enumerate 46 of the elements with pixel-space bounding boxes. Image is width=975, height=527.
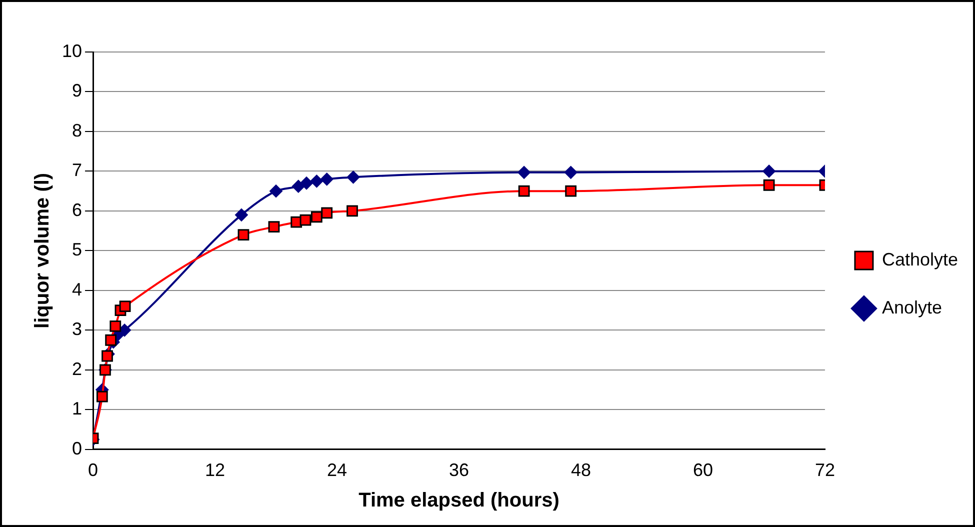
point bbox=[762, 164, 776, 178]
point bbox=[346, 205, 358, 217]
y-tick-label: 6 bbox=[72, 200, 82, 220]
x-tick-label: 60 bbox=[692, 460, 713, 480]
point bbox=[310, 211, 322, 223]
point bbox=[310, 174, 324, 188]
point bbox=[300, 176, 314, 190]
y-tick-label: 9 bbox=[72, 80, 82, 101]
x-tick-label: 36 bbox=[448, 460, 470, 480]
point bbox=[234, 208, 248, 222]
y-tick-label: 7 bbox=[72, 160, 82, 180]
y-tick-label: 0 bbox=[72, 438, 82, 458]
x-tick-label: 24 bbox=[326, 460, 348, 480]
point bbox=[119, 300, 131, 312]
point bbox=[105, 334, 117, 346]
y-tick-label: 2 bbox=[72, 358, 82, 379]
x-axis-title: Time elapsed (hours) bbox=[358, 490, 560, 512]
y-tick-label: 4 bbox=[72, 279, 82, 300]
x-tick-label: 72 bbox=[814, 460, 835, 480]
point bbox=[763, 179, 775, 191]
y-tick-label: 10 bbox=[62, 40, 82, 61]
y-axis-title: liquor volume (l) bbox=[32, 172, 54, 328]
point bbox=[564, 166, 578, 179]
legend-label: Catholyte bbox=[882, 249, 958, 270]
point bbox=[238, 229, 250, 241]
point bbox=[268, 221, 280, 233]
point bbox=[300, 214, 312, 226]
point bbox=[270, 184, 283, 198]
point bbox=[292, 180, 305, 193]
point bbox=[321, 207, 333, 219]
x-tick-label: 0 bbox=[88, 460, 98, 480]
y-tick-label: 3 bbox=[72, 319, 82, 340]
y-tick-label: 1 bbox=[72, 398, 82, 419]
y-tick-label: 8 bbox=[72, 120, 82, 140]
point bbox=[346, 170, 360, 184]
point bbox=[96, 390, 108, 402]
x-tick-label: 48 bbox=[570, 460, 591, 480]
y-tick-label: 5 bbox=[72, 240, 82, 260]
point bbox=[110, 320, 122, 332]
x-tick-label: 12 bbox=[204, 460, 226, 480]
legend-label: Anolyte bbox=[882, 297, 942, 318]
point bbox=[565, 185, 577, 197]
point bbox=[102, 350, 113, 362]
point bbox=[518, 185, 530, 197]
point bbox=[320, 172, 334, 186]
point bbox=[518, 166, 531, 179]
